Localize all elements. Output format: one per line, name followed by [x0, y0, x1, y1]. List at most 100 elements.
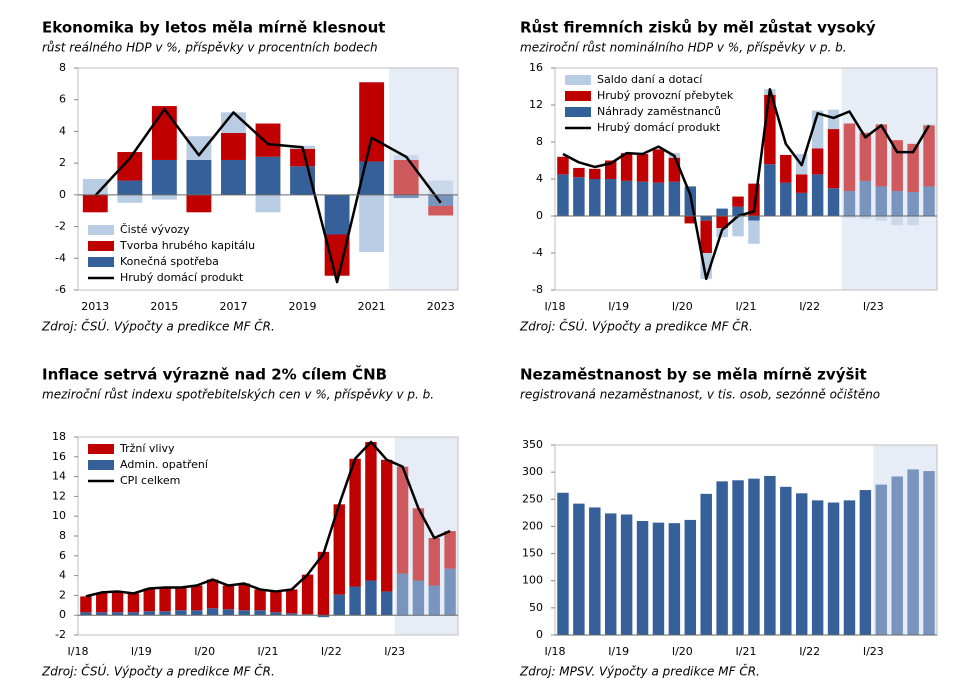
legend-label: Hrubý domácí produkt [120, 271, 244, 284]
bar-segment [151, 159, 177, 195]
bar-segment [80, 612, 92, 616]
bar-segment [96, 592, 108, 613]
bar [891, 476, 903, 635]
bar-segment [859, 180, 872, 216]
bar-segment [117, 194, 143, 203]
x-tick-label: I/20 [672, 645, 693, 658]
line-series [562, 88, 931, 281]
x-tick-label: I/19 [131, 645, 152, 658]
legend-label: Konečná spotřeba [120, 255, 219, 268]
bar-segment [716, 216, 728, 229]
y-tick-label: 18 [52, 430, 66, 443]
legend-swatch [565, 91, 591, 101]
y-tick-label: 10 [52, 509, 66, 522]
x-tick-label: I/23 [384, 645, 405, 658]
bar-segment [732, 206, 744, 216]
legend-label: Náhrady zaměstnanců [597, 105, 721, 118]
x-tick-label: I/18 [545, 300, 566, 313]
bar-segment [668, 181, 681, 216]
bar-segment [286, 613, 298, 616]
bar-segment [668, 157, 681, 182]
bar-segment [428, 537, 440, 586]
bar-segment [907, 143, 919, 192]
y-tick-label: 0 [59, 188, 66, 201]
x-tick-label: I/22 [799, 645, 820, 658]
bar-segment [286, 589, 298, 614]
y-tick-label: -6 [55, 283, 66, 296]
y-tick-label: 6 [59, 549, 66, 562]
bar [652, 522, 665, 635]
bar-segment [143, 611, 155, 616]
bar-segment [891, 216, 903, 226]
bar [573, 503, 585, 635]
plot-frame [77, 67, 459, 291]
bar-segment [393, 159, 419, 195]
bar-segment [923, 125, 935, 187]
bar-segment [748, 216, 760, 221]
y-tick-label: 12 [52, 489, 66, 502]
bar [748, 478, 760, 635]
y-tick-label: 4 [59, 569, 66, 582]
bar-segment [732, 216, 744, 237]
y-tick-label: -2 [55, 628, 66, 641]
bar [875, 484, 888, 635]
source-note: Zdroj: ČSÚ. Výpočty a predikce MF ČR. [41, 664, 275, 679]
legend-swatch [88, 444, 114, 454]
line-series [85, 440, 451, 598]
bar-segment [381, 459, 393, 592]
bar-segment [652, 149, 665, 183]
bar-segment [80, 596, 92, 613]
bar-segment [324, 194, 350, 235]
line-series [94, 107, 442, 284]
bar-segment [780, 182, 792, 216]
bar-segment [859, 216, 872, 219]
bar-segment [604, 160, 617, 179]
y-tick-label: 4 [536, 172, 543, 185]
bar-segment [795, 192, 808, 216]
bar-segment [875, 216, 888, 221]
bar-segment [557, 174, 569, 216]
legend-label: Saldo daní a dotací [597, 73, 703, 86]
bar-segment [186, 194, 212, 213]
bar-segment [117, 180, 143, 195]
bar-segment [254, 610, 266, 616]
chart-title: Růst firemních zisků by měl zůstat vysok… [520, 19, 876, 37]
bar [684, 519, 697, 635]
chart-subtitle: meziroční růst nominálního HDP v %, přís… [520, 41, 847, 55]
bar-segment [428, 205, 454, 216]
bar [795, 493, 808, 635]
x-tick-label: I/18 [68, 645, 89, 658]
bar-segment [428, 585, 440, 616]
bar-segment [875, 186, 888, 216]
forecast-shade [841, 68, 937, 290]
bar [764, 475, 776, 635]
legend-swatch [565, 75, 591, 85]
bar-segment [700, 253, 712, 279]
bar-segment [270, 591, 282, 613]
bar-segment [191, 610, 203, 616]
bar-segment [780, 154, 792, 183]
bar-segment [393, 194, 419, 199]
y-tick-label: 6 [59, 93, 66, 106]
bar-segment [222, 609, 235, 616]
bar-segment [238, 610, 250, 616]
y-tick-label: -4 [55, 251, 66, 264]
y-tick-label: -8 [532, 283, 543, 296]
bar-segment [365, 580, 377, 616]
bar [557, 492, 569, 635]
y-tick-label: 350 [522, 438, 543, 451]
y-tick-label: 8 [59, 529, 66, 542]
legend-label: Tržní vlivy [119, 442, 175, 455]
bar-segment [891, 191, 903, 216]
bar [859, 490, 872, 635]
bar-segment [396, 466, 409, 574]
bar-segment [191, 585, 203, 611]
x-tick-label: 2015 [150, 300, 178, 313]
legend-label: Hrubý domácí produkt [597, 121, 721, 134]
bar-segment [206, 579, 219, 609]
x-tick-label: I/21 [258, 645, 279, 658]
x-tick-label: 2017 [219, 300, 247, 313]
bar-segment [324, 234, 350, 276]
x-tick-label: I/23 [863, 645, 884, 658]
bar-segment [748, 220, 760, 244]
